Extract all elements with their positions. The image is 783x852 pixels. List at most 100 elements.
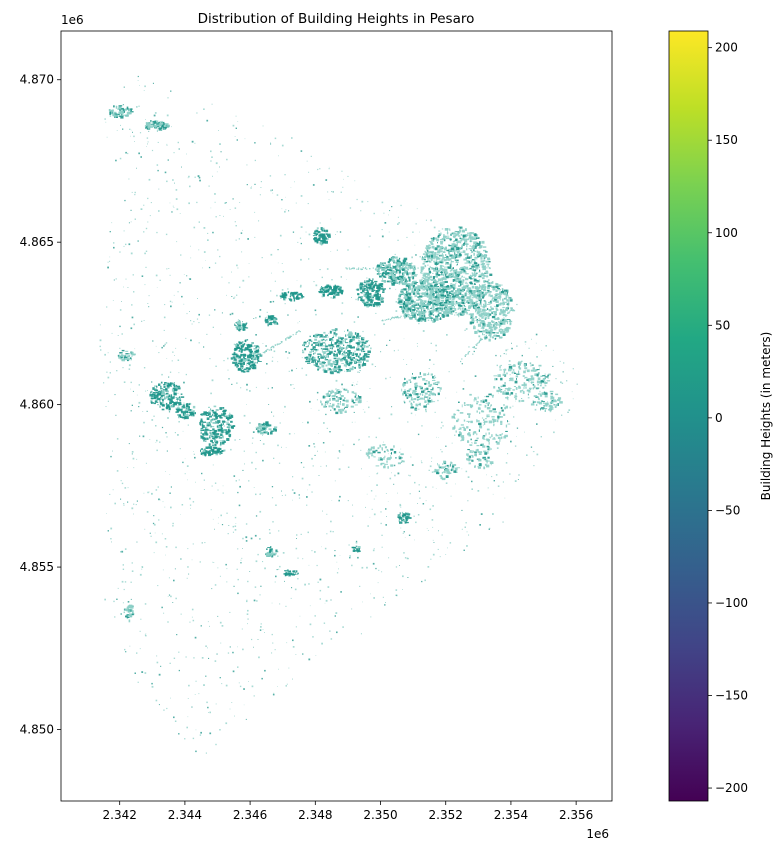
- building: [157, 141, 159, 143]
- building: [317, 168, 319, 171]
- building: [567, 411, 569, 413]
- building: [389, 266, 391, 268]
- building: [443, 290, 445, 292]
- building: [436, 436, 437, 438]
- building: [322, 348, 326, 350]
- building: [395, 589, 398, 591]
- building: [475, 309, 476, 313]
- building: [104, 353, 106, 356]
- building: [336, 292, 339, 294]
- building: [378, 569, 380, 571]
- building: [299, 297, 303, 299]
- building: [395, 273, 398, 274]
- building: [354, 360, 356, 364]
- building: [251, 186, 252, 187]
- building: [439, 272, 444, 273]
- building: [392, 272, 394, 274]
- building: [410, 262, 413, 264]
- building: [223, 215, 224, 217]
- building: [507, 399, 509, 401]
- building: [429, 275, 432, 279]
- building: [356, 347, 359, 349]
- building: [454, 252, 456, 256]
- building: [494, 318, 497, 320]
- building: [474, 258, 476, 261]
- building: [389, 258, 393, 261]
- building: [347, 466, 350, 468]
- building: [171, 211, 173, 213]
- building: [294, 588, 297, 591]
- building: [434, 375, 436, 377]
- building: [182, 416, 186, 419]
- building: [489, 291, 492, 293]
- building: [234, 347, 237, 349]
- building: [505, 349, 508, 352]
- building: [173, 395, 175, 399]
- building: [312, 350, 314, 352]
- building: [475, 347, 477, 349]
- building: [249, 422, 251, 424]
- building: [152, 387, 155, 390]
- building: [231, 296, 233, 297]
- building: [464, 329, 466, 331]
- building: [445, 237, 450, 240]
- building: [422, 295, 424, 297]
- building: [447, 312, 451, 314]
- building: [343, 352, 346, 355]
- building: [428, 293, 431, 296]
- building: [482, 323, 485, 326]
- building: [506, 294, 509, 297]
- building: [191, 608, 194, 611]
- building: [414, 539, 415, 541]
- building: [469, 301, 472, 303]
- building: [247, 618, 249, 620]
- building: [234, 529, 237, 531]
- building: [428, 368, 430, 369]
- building: [129, 128, 131, 130]
- building: [245, 718, 247, 720]
- building: [484, 301, 487, 304]
- building: [430, 317, 434, 319]
- building: [300, 226, 303, 228]
- building: [340, 337, 344, 340]
- building: [370, 282, 374, 286]
- building: [320, 354, 323, 356]
- building: [432, 526, 434, 528]
- building: [330, 520, 332, 523]
- building: [392, 278, 396, 282]
- building: [381, 201, 384, 204]
- building: [246, 345, 251, 348]
- building: [138, 105, 140, 107]
- building: [172, 522, 174, 525]
- building: [122, 568, 125, 570]
- building: [357, 335, 362, 337]
- building: [443, 251, 446, 253]
- building: [440, 307, 444, 309]
- building: [239, 685, 242, 688]
- building: [426, 245, 430, 247]
- building: [438, 287, 442, 290]
- building: [392, 277, 394, 280]
- building: [300, 150, 303, 152]
- building: [440, 240, 444, 243]
- building: [177, 359, 180, 361]
- building: [518, 474, 520, 476]
- building: [463, 380, 465, 382]
- building: [300, 242, 302, 245]
- building: [485, 251, 488, 253]
- building: [258, 220, 260, 222]
- building: [459, 236, 461, 238]
- building: [386, 268, 389, 271]
- building: [405, 291, 410, 294]
- building: [487, 265, 489, 267]
- building: [222, 485, 224, 487]
- building: [243, 704, 245, 706]
- building: [367, 350, 371, 354]
- building: [173, 657, 176, 659]
- building: [404, 262, 409, 265]
- building: [370, 301, 373, 304]
- building: [432, 287, 435, 290]
- building: [386, 270, 388, 272]
- building: [155, 425, 157, 427]
- building: [451, 290, 454, 292]
